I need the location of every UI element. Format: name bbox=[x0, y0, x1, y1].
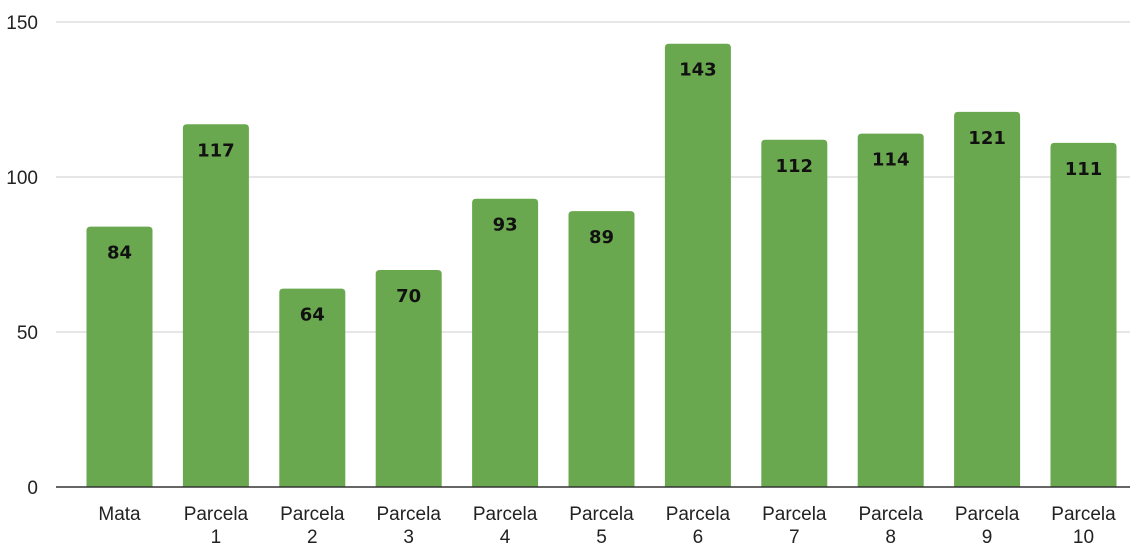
bar-2 bbox=[279, 288, 346, 487]
y-tick-label: 0 bbox=[27, 478, 38, 499]
data-label: 117 bbox=[197, 140, 235, 161]
bar-7 bbox=[761, 139, 828, 488]
data-label: 84 bbox=[107, 243, 132, 264]
bar-3 bbox=[375, 270, 442, 487]
data-label: 89 bbox=[589, 227, 614, 248]
data-label: 64 bbox=[300, 305, 325, 326]
bar-9 bbox=[954, 111, 1021, 488]
bar-6 bbox=[664, 43, 731, 487]
axes: 0 50 100 150 Mata Parcela 1 Parcela 2 Parcela 3 Par… bbox=[6, 13, 1130, 548]
x-tick-label: Parcela 3 bbox=[376, 504, 441, 548]
data-label: 111 bbox=[1065, 159, 1103, 180]
x-tick-label: Parcela 8 bbox=[858, 504, 923, 548]
bars bbox=[86, 43, 1117, 488]
x-tick-label: Parcela 10 bbox=[1051, 504, 1116, 548]
y-tick-label: 50 bbox=[17, 323, 38, 344]
x-tick-label: Parcela 1 bbox=[184, 504, 249, 548]
bar-5 bbox=[568, 211, 635, 487]
data-label: 112 bbox=[776, 156, 814, 177]
x-tick-label: Mata bbox=[98, 504, 141, 525]
data-label: 143 bbox=[679, 60, 717, 81]
x-tick-label: Parcela 6 bbox=[666, 504, 731, 548]
data-labels: 84 117 64 70 93 89 143 112 114 121 111 bbox=[107, 60, 1102, 326]
y-tick-label: 100 bbox=[6, 168, 38, 189]
bar-10 bbox=[1050, 142, 1117, 487]
data-label: 70 bbox=[396, 286, 421, 307]
bar-1 bbox=[182, 124, 249, 488]
x-tick-label: Parcela 7 bbox=[762, 504, 827, 548]
x-tick-label: Parcela 4 bbox=[473, 504, 538, 548]
data-label: 93 bbox=[493, 215, 518, 236]
data-label: 121 bbox=[968, 128, 1006, 149]
data-label: 114 bbox=[872, 150, 910, 171]
x-tick-label: Parcela 5 bbox=[569, 504, 634, 548]
x-tick-label: Parcela 9 bbox=[955, 504, 1020, 548]
bar-8 bbox=[857, 133, 924, 487]
x-tick-label: Parcela 2 bbox=[280, 504, 345, 548]
bar-4 bbox=[472, 198, 539, 487]
bar-0 bbox=[86, 226, 153, 487]
y-tick-label: 150 bbox=[6, 13, 38, 34]
